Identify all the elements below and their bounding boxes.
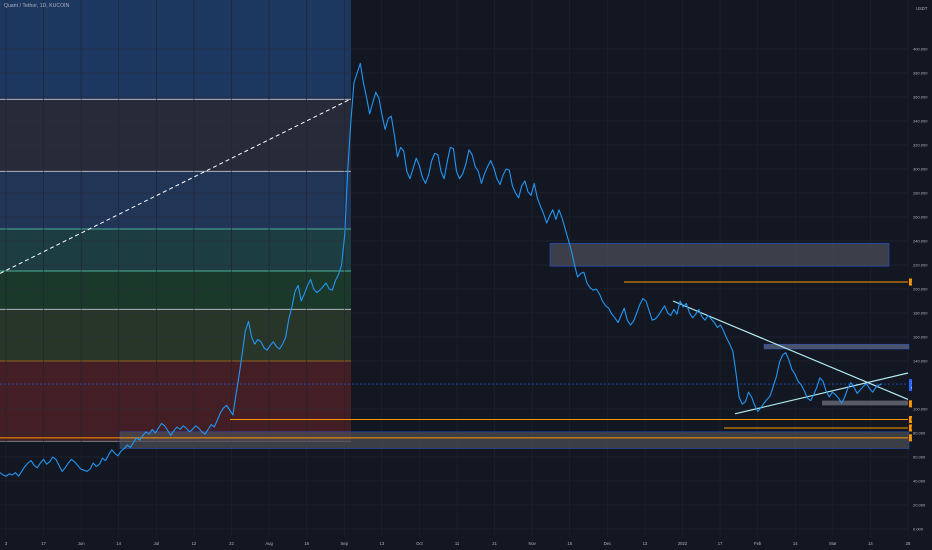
fib-zone-6 — [0, 309, 351, 361]
fib-zone-3 — [0, 171, 351, 229]
time-tick-label: Nov — [528, 541, 536, 546]
time-tick-label: Oct — [416, 541, 423, 546]
price-tick-label: 60.000 — [913, 455, 926, 460]
time-tick-label: Aug — [265, 541, 273, 546]
price-tick-label: 220.000 — [913, 263, 928, 268]
time-tick-label: 21 — [492, 541, 497, 546]
price-line — [0, 62, 883, 477]
price-tick-label: 140.000 — [913, 359, 928, 364]
time-tick-label: 17 — [718, 541, 723, 546]
price-tick-label: 200.000 — [913, 287, 928, 292]
price-tick-label: 80.000 — [913, 431, 926, 436]
time-tick-label: 22 — [229, 541, 234, 546]
price-tick-label: 100.000 — [913, 407, 928, 412]
time-tick-label: 13 — [643, 541, 648, 546]
time-tick-label: Jul — [154, 541, 159, 546]
price-tick-label: 40.000 — [913, 479, 926, 484]
fib-zone-1 — [0, 0, 351, 100]
price-tick-label: 320.000 — [913, 143, 928, 148]
currency-label: USDT — [916, 6, 928, 11]
time-tick-label: 14 — [868, 541, 873, 546]
time-tick-label: 11 — [455, 541, 460, 546]
time-tick-label: 2022 — [678, 541, 688, 546]
supply-zone — [549, 243, 890, 267]
time-tick-label: 17 — [41, 541, 46, 546]
demand-zone — [119, 431, 910, 449]
price-tick-label: 340.000 — [913, 119, 928, 124]
price-tick-label: 380.000 — [913, 71, 928, 76]
price-tick-label: 300.000 — [913, 167, 928, 172]
time-tick-label: 16 — [304, 541, 309, 546]
price-tick-label: 400.000 — [913, 47, 928, 52]
time-tick-label: Dec — [604, 541, 611, 546]
fib-zone-4 — [0, 229, 351, 271]
time-axis-bg — [0, 537, 932, 550]
price-tick-label: 260.000 — [913, 215, 928, 220]
price-tick-label: 160.000 — [913, 335, 928, 340]
descending-trendline — [672, 300, 909, 400]
ascending-trendline — [734, 372, 909, 415]
resistance-zone — [763, 343, 910, 350]
time-tick-label: Jun — [78, 541, 85, 546]
time-tick-label: 28 — [906, 541, 911, 546]
time-tick-label: 12 — [192, 541, 197, 546]
time-tick-label: 14 — [116, 541, 121, 546]
time-tick-label: 15 — [567, 541, 572, 546]
price-tick-label: 0.000 — [913, 527, 924, 532]
price-tick-label: 280.000 — [913, 191, 928, 196]
time-tick-label: Mar — [829, 541, 837, 546]
time-tick-label: Sep — [341, 541, 349, 546]
symbol-title: Quant / Tethor, 1D, KUCOIN — [4, 3, 70, 9]
time-tick-label: Feb — [754, 541, 762, 546]
price-tick-label: 360.000 — [913, 95, 928, 100]
price-tick-label: 180.000 — [913, 311, 928, 316]
fib-zone-2 — [0, 99, 351, 172]
time-tick-label: 3 — [5, 541, 8, 546]
price-axis-bg — [912, 0, 932, 550]
time-tick-label: 14 — [793, 541, 798, 546]
price-tick-label: 240.000 — [913, 239, 928, 244]
time-tick-label: 13 — [379, 541, 384, 546]
diagonal-trendline — [0, 98, 351, 274]
support-zone — [822, 400, 908, 406]
fib-zone-5 — [0, 271, 351, 310]
price-tick-label: 20.000 — [913, 503, 926, 508]
